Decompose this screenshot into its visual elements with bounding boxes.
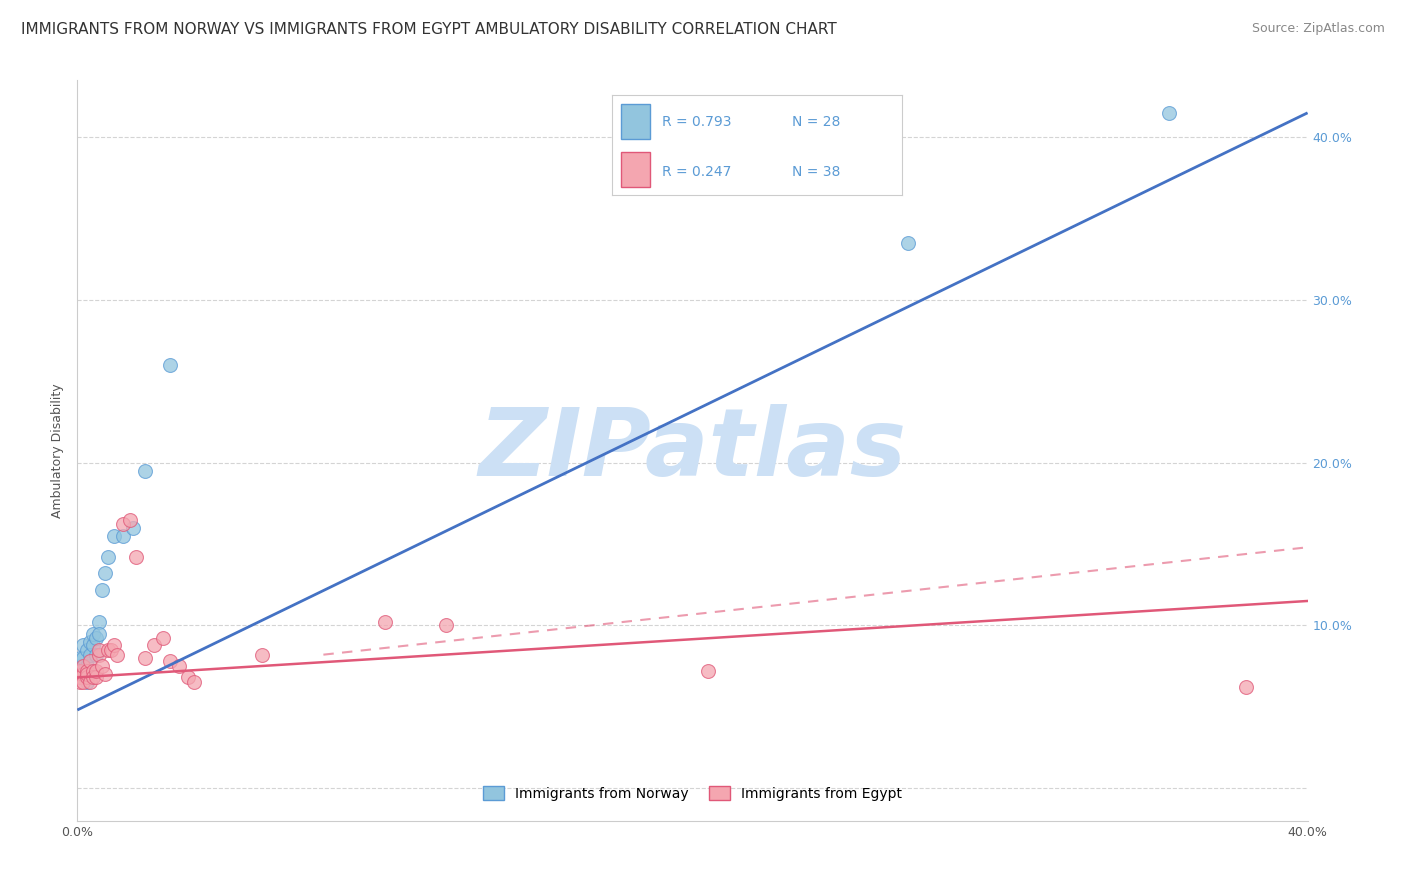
Point bbox=[84, 670, 107, 684]
Point bbox=[374, 615, 396, 629]
Point bbox=[72, 664, 94, 678]
Point bbox=[897, 235, 920, 250]
Point bbox=[79, 648, 101, 662]
Point bbox=[76, 659, 98, 673]
Point bbox=[84, 648, 107, 662]
Point bbox=[79, 634, 101, 648]
Point bbox=[112, 517, 135, 532]
Point bbox=[72, 638, 94, 652]
Point bbox=[72, 651, 94, 665]
Point bbox=[436, 618, 458, 632]
Point bbox=[105, 648, 128, 662]
Point bbox=[167, 659, 190, 673]
Point bbox=[100, 642, 122, 657]
Point bbox=[152, 632, 174, 646]
Point bbox=[82, 664, 104, 678]
Point bbox=[250, 648, 273, 662]
Text: Source: ZipAtlas.com: Source: ZipAtlas.com bbox=[1251, 22, 1385, 36]
Point bbox=[76, 664, 98, 678]
Point bbox=[69, 670, 91, 684]
Point bbox=[69, 675, 91, 690]
Point bbox=[76, 667, 98, 681]
Point bbox=[82, 638, 104, 652]
Point bbox=[69, 651, 91, 665]
Point bbox=[79, 664, 101, 678]
Point bbox=[72, 675, 94, 690]
Point bbox=[69, 664, 91, 678]
Point bbox=[76, 675, 98, 690]
Point bbox=[1234, 680, 1257, 694]
Point bbox=[84, 632, 107, 646]
Point bbox=[79, 675, 101, 690]
Point bbox=[84, 664, 107, 678]
Point bbox=[103, 529, 125, 543]
Point bbox=[125, 549, 148, 564]
Point bbox=[97, 642, 120, 657]
Point bbox=[76, 670, 98, 684]
Point bbox=[183, 675, 205, 690]
Point bbox=[1159, 105, 1181, 120]
Point bbox=[103, 638, 125, 652]
Point bbox=[76, 642, 98, 657]
Point bbox=[134, 464, 156, 478]
Point bbox=[97, 549, 120, 564]
Point bbox=[134, 651, 156, 665]
Point bbox=[112, 529, 135, 543]
Point bbox=[90, 582, 114, 597]
Point bbox=[94, 566, 117, 581]
Point bbox=[69, 659, 91, 673]
Point bbox=[79, 654, 101, 668]
Point bbox=[87, 615, 110, 629]
Point bbox=[87, 642, 110, 657]
Point bbox=[72, 659, 94, 673]
Point bbox=[159, 358, 181, 372]
Point bbox=[118, 513, 141, 527]
Text: ZIPatlas: ZIPatlas bbox=[478, 404, 907, 497]
Point bbox=[159, 654, 181, 668]
Point bbox=[69, 670, 91, 684]
Point bbox=[90, 659, 114, 673]
Point bbox=[94, 667, 117, 681]
Point bbox=[143, 638, 166, 652]
Point bbox=[87, 648, 110, 662]
Point bbox=[696, 664, 718, 678]
Legend: Immigrants from Norway, Immigrants from Egypt: Immigrants from Norway, Immigrants from … bbox=[477, 780, 908, 806]
Point bbox=[87, 626, 110, 640]
Point bbox=[72, 667, 94, 681]
Point bbox=[82, 626, 104, 640]
Point bbox=[121, 521, 143, 535]
Point bbox=[177, 670, 200, 684]
Text: IMMIGRANTS FROM NORWAY VS IMMIGRANTS FROM EGYPT AMBULATORY DISABILITY CORRELATIO: IMMIGRANTS FROM NORWAY VS IMMIGRANTS FRO… bbox=[21, 22, 837, 37]
Y-axis label: Ambulatory Disability: Ambulatory Disability bbox=[51, 384, 65, 517]
Point bbox=[82, 670, 104, 684]
